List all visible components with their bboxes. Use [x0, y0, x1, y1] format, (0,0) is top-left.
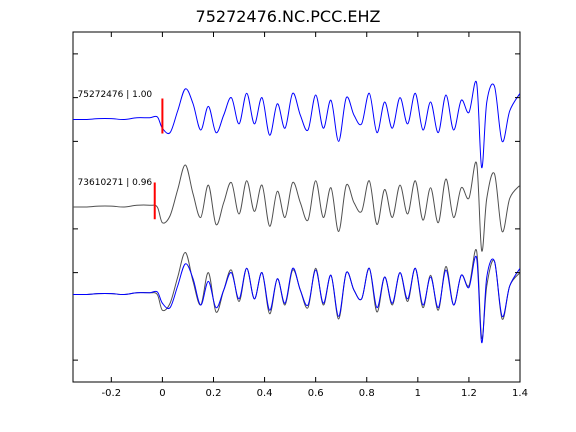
series-1-line — [73, 162, 520, 251]
x-tick-label: 0 — [159, 388, 165, 399]
x-tick-label: 0.6 — [308, 388, 324, 399]
x-tick-label: 1.2 — [461, 388, 477, 399]
plot-frame — [73, 32, 520, 382]
x-tick-label: 0.8 — [359, 388, 375, 399]
plot-area — [73, 81, 520, 343]
series-2-line — [73, 249, 520, 338]
trace-label-1: 73610271 | 0.96 — [78, 178, 153, 188]
chart-title: 75272476.NC.PCC.EHZ — [196, 7, 381, 26]
x-tick-label: 0.2 — [206, 388, 222, 399]
annotations: 75272476 | 1.00 73610271 | 0.96 — [78, 90, 153, 188]
x-tick-label: 1 — [415, 388, 421, 399]
x-axis: -0.2 0 0.2 0.4 0.6 0.8 1 1.2 1.4 — [102, 32, 528, 399]
x-tick-label: -0.2 — [102, 388, 122, 399]
x-tick-label: 0.4 — [257, 388, 273, 399]
x-tick-label: 1.4 — [512, 388, 528, 399]
trace-label-0: 75272476 | 1.00 — [78, 90, 153, 100]
series-3-line — [73, 256, 520, 343]
